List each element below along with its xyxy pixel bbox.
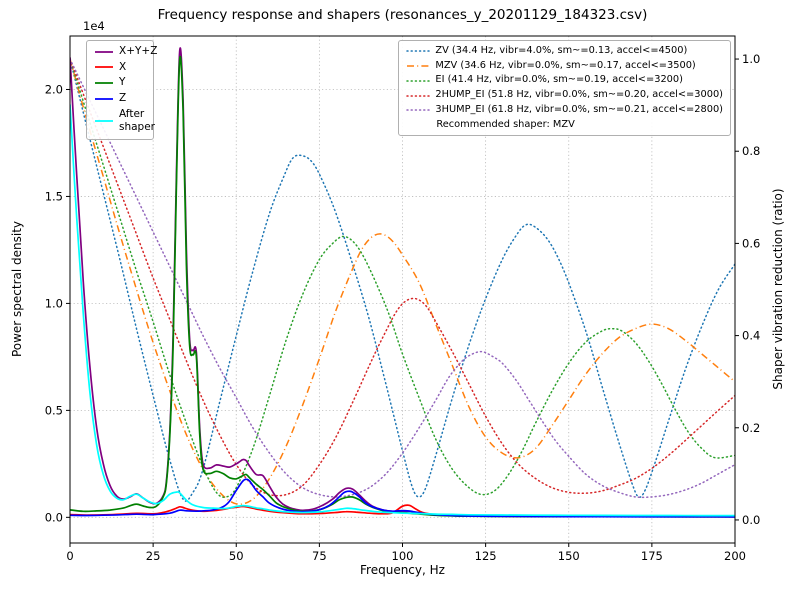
legend-label: ZV (34.4 Hz, vibr=4.0%, sm~=0.13, accel<… (435, 45, 688, 56)
legend-line-sample (95, 50, 113, 53)
x-tick-label: 125 (475, 549, 497, 563)
legend-line-sample (95, 66, 113, 69)
left-axis-offset-label: 1e4 (83, 19, 105, 33)
y-right-tick-label: 0.4 (742, 329, 760, 343)
y-right-tick-label: 0.0 (742, 513, 760, 527)
legend-item-x: X (94, 60, 146, 76)
y-left-tick-label: 0.5 (45, 403, 63, 417)
shaper-series-zv (70, 58, 735, 502)
y-left-tick-label: 1.5 (45, 189, 63, 203)
legend-item-3hump-ei: 3HUMP_EI (61.8 Hz, vibr=0.0%, sm~=0.21, … (406, 103, 723, 118)
legend-item-after-shaper: After shaper (94, 107, 155, 136)
legend-line-sample (95, 120, 113, 123)
legend-item-mzv: MZV (34.6 Hz, vibr=0.0%, sm~=0.17, accel… (406, 59, 723, 74)
legend-label: 2HUMP_EI (51.8 Hz, vibr=0.0%, sm~=0.20, … (435, 89, 723, 101)
legend-label: Y (119, 76, 126, 89)
legend-label: 3HUMP_EI (61.8 Hz, vibr=0.0%, sm~=0.21, … (435, 103, 723, 115)
legend-line-sample (407, 65, 430, 67)
x-tick-label: 150 (558, 549, 580, 563)
x-tick-label: 200 (724, 549, 746, 563)
y-left-tick-label: 1.0 (45, 296, 63, 310)
x-tick-label: 25 (146, 549, 161, 563)
right-axis-title: Shaper vibration reduction (ratio) (771, 188, 785, 390)
legend-label: MZV (34.6 Hz, vibr=0.0%, sm~=0.17, accel… (435, 59, 696, 71)
chart-title: Frequency response and shapers (resonanc… (157, 7, 648, 23)
y-right-tick-label: 1.0 (742, 52, 760, 66)
left-axis-title: Power spectral density (10, 220, 24, 358)
legend-item-y: Y (94, 75, 146, 91)
shaper-legend: ZV (34.4 Hz, vibr=4.0%, sm~=0.13, accel<… (398, 40, 731, 137)
legend-line-sample (406, 50, 431, 53)
legend-line-sample (406, 109, 431, 112)
shaper-series-mzv (70, 58, 735, 505)
legend-item-zv: ZV (34.4 Hz, vibr=4.0%, sm~=0.13, accel<… (406, 44, 723, 59)
legend-item-2hump-ei: 2HUMP_EI (51.8 Hz, vibr=0.0%, sm~=0.20, … (406, 88, 723, 103)
psd-series-after-shaper (70, 104, 735, 517)
recommended-shaper-text: Recommended shaper: MZV (436, 118, 575, 130)
legend-label: EI (41.4 Hz, vibr=0.0%, sm~=0.19, accel<… (435, 74, 683, 86)
legend-item-xyz: X+Y+Z (94, 44, 157, 60)
legend-item-recommended: Recommended shaper: MZV (406, 118, 723, 133)
legend-line-sample (95, 97, 113, 100)
legend-line-sample (406, 94, 431, 97)
legend-label: After shaper (119, 107, 156, 134)
shaper-series-3hump-ei (70, 58, 735, 499)
legend-item-z: Z (94, 91, 146, 107)
x-tick-label: 75 (312, 549, 327, 563)
x-tick-label: 50 (229, 549, 244, 563)
shaper-series-ei (70, 58, 735, 498)
legend-label: X+Y+Z (119, 45, 158, 57)
y-right-tick-label: 0.8 (742, 144, 760, 158)
y-right-tick-label: 0.6 (742, 236, 760, 250)
psd-legend: X+Y+Z X Y Z After shaper (86, 40, 157, 140)
x-tick-label: 175 (641, 549, 663, 563)
x-tick-label: 0 (66, 549, 73, 563)
y-right-tick-label: 0.2 (742, 421, 760, 435)
legend-label: X (119, 60, 127, 73)
legend-item-ei: EI (41.4 Hz, vibr=0.0%, sm~=0.19, accel<… (406, 73, 723, 88)
legend-line-sample (95, 82, 113, 84)
shaper-series-2hump-ei (70, 58, 735, 497)
y-left-tick-label: 0.0 (45, 510, 63, 524)
y-left-tick-label: 2.0 (45, 82, 63, 96)
x-tick-label: 100 (392, 549, 414, 563)
x-axis-title: Frequency, Hz (360, 563, 445, 577)
psd-series-z (70, 478, 735, 518)
legend-label: Z (119, 91, 127, 104)
legend-line-sample (406, 80, 431, 82)
